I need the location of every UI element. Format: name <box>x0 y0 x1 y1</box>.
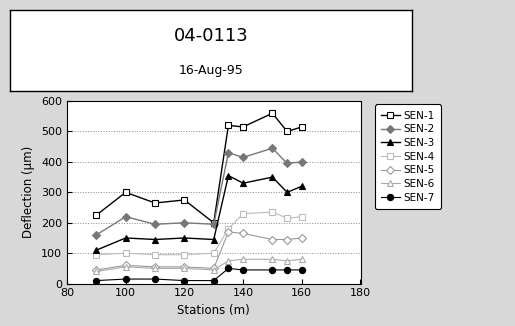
SEN-6 <box>225 259 231 263</box>
SEN-7 <box>240 268 246 272</box>
SEN-1 <box>181 198 187 202</box>
Line: SEN-1: SEN-1 <box>93 110 305 226</box>
Text: 04-0113: 04-0113 <box>174 27 249 45</box>
SEN-7 <box>211 279 217 283</box>
SEN-4 <box>284 216 290 220</box>
SEN-7 <box>152 277 158 281</box>
Line: SEN-6: SEN-6 <box>93 256 305 274</box>
Line: SEN-7: SEN-7 <box>93 265 305 284</box>
Line: SEN-3: SEN-3 <box>93 172 305 254</box>
X-axis label: Stations (m): Stations (m) <box>177 304 250 317</box>
SEN-1 <box>299 125 305 129</box>
SEN-6 <box>211 268 217 272</box>
SEN-7 <box>284 268 290 272</box>
Legend: SEN-1, SEN-2, SEN-3, SEN-4, SEN-5, SEN-6, SEN-7: SEN-1, SEN-2, SEN-3, SEN-4, SEN-5, SEN-6… <box>374 104 441 209</box>
Line: SEN-4: SEN-4 <box>93 209 305 258</box>
SEN-7 <box>225 266 231 270</box>
SEN-4 <box>269 210 276 214</box>
SEN-1 <box>93 213 99 217</box>
SEN-7 <box>299 268 305 272</box>
SEN-6 <box>93 270 99 274</box>
SEN-3 <box>225 174 231 178</box>
SEN-7 <box>93 279 99 283</box>
SEN-2 <box>269 146 276 150</box>
SEN-5 <box>299 236 305 240</box>
SEN-4 <box>152 253 158 257</box>
SEN-6 <box>181 266 187 270</box>
SEN-3 <box>123 236 129 240</box>
SEN-3 <box>211 238 217 242</box>
SEN-3 <box>299 184 305 188</box>
SEN-3 <box>93 248 99 252</box>
SEN-2 <box>152 222 158 226</box>
SEN-3 <box>181 236 187 240</box>
SEN-4 <box>225 227 231 231</box>
SEN-6 <box>123 265 129 269</box>
SEN-2 <box>93 233 99 237</box>
SEN-1 <box>269 111 276 115</box>
SEN-4 <box>181 253 187 257</box>
Text: 16-Aug-95: 16-Aug-95 <box>179 64 244 77</box>
SEN-6 <box>240 257 246 261</box>
SEN-5 <box>225 230 231 234</box>
SEN-5 <box>284 238 290 242</box>
SEN-5 <box>152 265 158 269</box>
SEN-3 <box>152 238 158 242</box>
SEN-1 <box>284 129 290 133</box>
SEN-7 <box>123 277 129 281</box>
SEN-2 <box>181 221 187 225</box>
SEN-5 <box>181 265 187 269</box>
SEN-2 <box>225 151 231 155</box>
SEN-4 <box>93 253 99 257</box>
SEN-4 <box>211 251 217 255</box>
SEN-2 <box>299 160 305 164</box>
SEN-5 <box>211 266 217 270</box>
SEN-4 <box>299 215 305 219</box>
SEN-4 <box>123 251 129 255</box>
Line: SEN-2: SEN-2 <box>93 145 305 238</box>
SEN-3 <box>284 190 290 194</box>
SEN-2 <box>123 215 129 219</box>
SEN-3 <box>240 181 246 185</box>
SEN-6 <box>299 257 305 261</box>
SEN-5 <box>123 263 129 267</box>
SEN-2 <box>211 222 217 226</box>
SEN-7 <box>269 268 276 272</box>
SEN-3 <box>269 175 276 179</box>
SEN-6 <box>152 266 158 270</box>
SEN-1 <box>152 201 158 205</box>
SEN-5 <box>269 238 276 242</box>
SEN-6 <box>269 257 276 261</box>
SEN-4 <box>240 212 246 215</box>
Y-axis label: Deflection (μm): Deflection (μm) <box>23 146 36 238</box>
SEN-2 <box>240 156 246 159</box>
SEN-6 <box>284 259 290 263</box>
SEN-5 <box>93 268 99 272</box>
SEN-1 <box>211 221 217 225</box>
Line: SEN-5: SEN-5 <box>93 229 305 273</box>
SEN-1 <box>240 125 246 129</box>
SEN-5 <box>240 231 246 235</box>
SEN-1 <box>123 190 129 194</box>
SEN-2 <box>284 161 290 165</box>
SEN-1 <box>225 124 231 127</box>
SEN-7 <box>181 279 187 283</box>
